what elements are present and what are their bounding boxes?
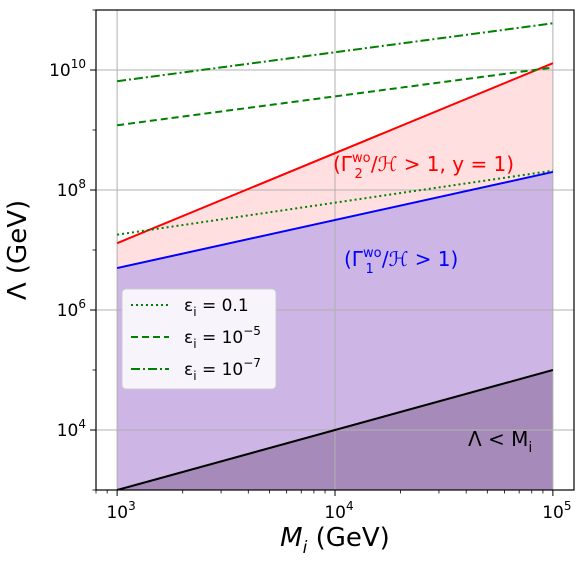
y-tick-label-2: 108 (57, 177, 86, 201)
annotation-red-region: (Γwo 2/ℋ > 1, y = 1) (333, 151, 514, 182)
axis-ticks: 103 104 105 104 106 108 1010 (49, 9, 572, 523)
annotation-black-region: Λ < Mi (468, 427, 532, 456)
y-tick-label-1: 106 (57, 297, 86, 321)
legend-label-1: εi = 10−5 (184, 324, 261, 351)
series-line-blue (116, 170, 554, 270)
legend-box (121, 288, 277, 390)
y-tick-label-3: 1010 (49, 57, 86, 81)
x-tick-label-2: 105 (542, 499, 571, 523)
legend: εi = 0.1 εi = 10−5 εi = 10−7 (121, 288, 277, 390)
x-tick-label-0: 103 (106, 499, 135, 523)
series-line-black (116, 369, 554, 490)
y-axis-label: Λ (GeV) (3, 200, 33, 300)
series-line-dashdot (116, 22, 554, 83)
series-lines (116, 22, 554, 490)
y-tick-label-0: 104 (57, 417, 86, 441)
annotation-blue-region: (Γwo 1/ℋ > 1) (344, 246, 458, 277)
legend-label-0: εi = 0.1 (184, 296, 249, 319)
legend-label-2: εi = 10−7 (184, 356, 261, 383)
series-line-dotted (116, 169, 554, 236)
series-line-dashed (116, 66, 554, 127)
x-axis-label: Mi (GeV) (280, 523, 390, 558)
x-tick-label-1: 104 (324, 499, 353, 523)
series-line-red (116, 62, 554, 245)
